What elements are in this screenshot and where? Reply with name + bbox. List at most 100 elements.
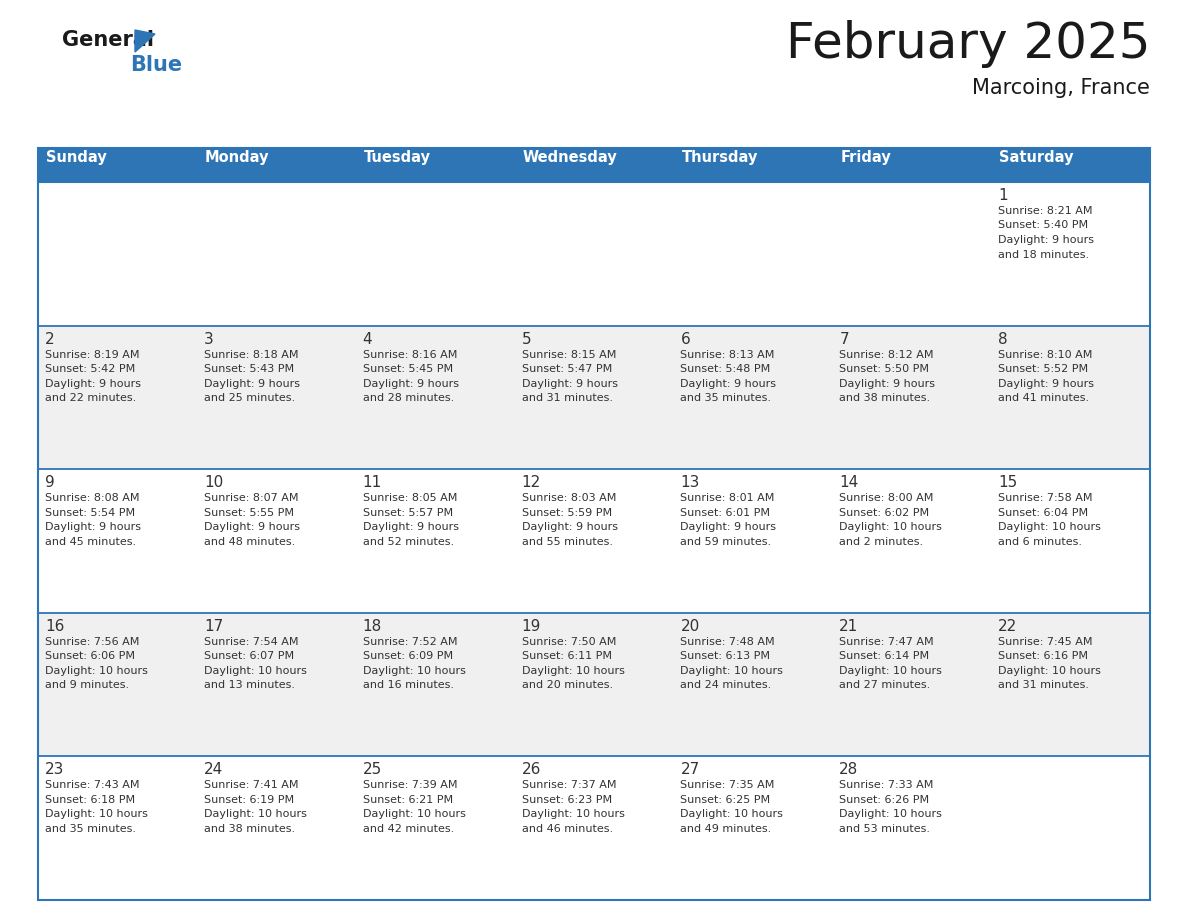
Text: Sunset: 5:54 PM: Sunset: 5:54 PM — [45, 508, 135, 518]
Bar — [38, 469, 1150, 613]
Text: and 24 minutes.: and 24 minutes. — [681, 680, 772, 690]
Text: Saturday: Saturday — [999, 150, 1074, 165]
Bar — [38, 326, 1150, 469]
Text: Daylight: 9 hours: Daylight: 9 hours — [681, 522, 777, 532]
Text: Wednesday: Wednesday — [523, 150, 618, 165]
Text: Daylight: 9 hours: Daylight: 9 hours — [362, 378, 459, 388]
Text: and 55 minutes.: and 55 minutes. — [522, 537, 613, 547]
Text: and 28 minutes.: and 28 minutes. — [362, 393, 454, 403]
Text: Sunset: 5:48 PM: Sunset: 5:48 PM — [681, 364, 771, 375]
Text: 24: 24 — [204, 763, 223, 778]
Text: and 35 minutes.: and 35 minutes. — [45, 823, 135, 834]
Text: 9: 9 — [45, 476, 55, 490]
Text: Friday: Friday — [840, 150, 891, 165]
Polygon shape — [135, 30, 154, 52]
Text: Sunrise: 8:18 AM: Sunrise: 8:18 AM — [204, 350, 298, 360]
Text: 6: 6 — [681, 331, 690, 347]
Text: Daylight: 9 hours: Daylight: 9 hours — [522, 378, 618, 388]
Text: Sunrise: 8:12 AM: Sunrise: 8:12 AM — [839, 350, 934, 360]
Text: Sunset: 5:42 PM: Sunset: 5:42 PM — [45, 364, 135, 375]
Text: Sunrise: 7:41 AM: Sunrise: 7:41 AM — [204, 780, 298, 790]
Text: Monday: Monday — [204, 150, 270, 165]
Text: and 59 minutes.: and 59 minutes. — [681, 537, 771, 547]
Text: and 52 minutes.: and 52 minutes. — [362, 537, 454, 547]
Bar — [38, 182, 1150, 326]
Text: Sunset: 5:45 PM: Sunset: 5:45 PM — [362, 364, 453, 375]
Text: Daylight: 10 hours: Daylight: 10 hours — [362, 810, 466, 820]
Text: Sunset: 6:01 PM: Sunset: 6:01 PM — [681, 508, 771, 518]
Text: Sunset: 6:18 PM: Sunset: 6:18 PM — [45, 795, 135, 805]
Text: Sunrise: 7:48 AM: Sunrise: 7:48 AM — [681, 637, 775, 647]
Text: Sunset: 6:16 PM: Sunset: 6:16 PM — [998, 651, 1088, 661]
Text: Sunset: 6:14 PM: Sunset: 6:14 PM — [839, 651, 929, 661]
Bar — [38, 756, 1150, 900]
Text: Sunrise: 7:45 AM: Sunrise: 7:45 AM — [998, 637, 1093, 647]
Text: Sunrise: 8:10 AM: Sunrise: 8:10 AM — [998, 350, 1093, 360]
Text: Daylight: 10 hours: Daylight: 10 hours — [522, 810, 625, 820]
Text: 14: 14 — [839, 476, 859, 490]
Text: Sunset: 6:23 PM: Sunset: 6:23 PM — [522, 795, 612, 805]
Text: Daylight: 10 hours: Daylight: 10 hours — [998, 666, 1101, 676]
Text: 18: 18 — [362, 619, 383, 633]
Text: Sunset: 6:11 PM: Sunset: 6:11 PM — [522, 651, 612, 661]
Text: General: General — [62, 30, 154, 50]
Text: 3: 3 — [204, 331, 214, 347]
Text: Daylight: 10 hours: Daylight: 10 hours — [839, 522, 942, 532]
Text: Sunset: 6:09 PM: Sunset: 6:09 PM — [362, 651, 453, 661]
Text: 28: 28 — [839, 763, 859, 778]
Text: Sunrise: 8:07 AM: Sunrise: 8:07 AM — [204, 493, 298, 503]
Text: Daylight: 10 hours: Daylight: 10 hours — [839, 666, 942, 676]
Text: and 38 minutes.: and 38 minutes. — [204, 823, 295, 834]
Text: Daylight: 10 hours: Daylight: 10 hours — [45, 666, 147, 676]
Text: 25: 25 — [362, 763, 383, 778]
Text: 23: 23 — [45, 763, 64, 778]
Text: 8: 8 — [998, 331, 1007, 347]
Text: Sunrise: 7:54 AM: Sunrise: 7:54 AM — [204, 637, 298, 647]
Text: 4: 4 — [362, 331, 372, 347]
Text: and 49 minutes.: and 49 minutes. — [681, 823, 772, 834]
Text: Sunset: 6:04 PM: Sunset: 6:04 PM — [998, 508, 1088, 518]
Text: Daylight: 9 hours: Daylight: 9 hours — [839, 378, 935, 388]
Text: and 35 minutes.: and 35 minutes. — [681, 393, 771, 403]
Text: and 38 minutes.: and 38 minutes. — [839, 393, 930, 403]
Text: Sunset: 5:59 PM: Sunset: 5:59 PM — [522, 508, 612, 518]
Text: Daylight: 10 hours: Daylight: 10 hours — [998, 522, 1101, 532]
Text: Daylight: 9 hours: Daylight: 9 hours — [45, 522, 141, 532]
Text: Sunset: 5:52 PM: Sunset: 5:52 PM — [998, 364, 1088, 375]
Text: Sunrise: 7:39 AM: Sunrise: 7:39 AM — [362, 780, 457, 790]
Text: Sunset: 6:25 PM: Sunset: 6:25 PM — [681, 795, 771, 805]
Text: 12: 12 — [522, 476, 541, 490]
Text: Sunset: 6:06 PM: Sunset: 6:06 PM — [45, 651, 135, 661]
Text: Sunrise: 8:01 AM: Sunrise: 8:01 AM — [681, 493, 775, 503]
Text: Sunrise: 8:16 AM: Sunrise: 8:16 AM — [362, 350, 457, 360]
Text: Sunrise: 8:13 AM: Sunrise: 8:13 AM — [681, 350, 775, 360]
Text: 17: 17 — [204, 619, 223, 633]
Text: and 45 minutes.: and 45 minutes. — [45, 537, 137, 547]
Text: and 16 minutes.: and 16 minutes. — [362, 680, 454, 690]
Text: Tuesday: Tuesday — [364, 150, 431, 165]
Text: Daylight: 10 hours: Daylight: 10 hours — [204, 810, 307, 820]
Text: and 42 minutes.: and 42 minutes. — [362, 823, 454, 834]
Text: Sunrise: 8:05 AM: Sunrise: 8:05 AM — [362, 493, 457, 503]
Text: Sunrise: 7:52 AM: Sunrise: 7:52 AM — [362, 637, 457, 647]
Text: Sunset: 5:40 PM: Sunset: 5:40 PM — [998, 220, 1088, 230]
Text: and 31 minutes.: and 31 minutes. — [522, 393, 613, 403]
Text: Sunrise: 8:21 AM: Sunrise: 8:21 AM — [998, 206, 1093, 216]
Text: Thursday: Thursday — [682, 150, 758, 165]
Text: 11: 11 — [362, 476, 383, 490]
Text: and 48 minutes.: and 48 minutes. — [204, 537, 295, 547]
Text: 7: 7 — [839, 331, 849, 347]
Text: Marcoing, France: Marcoing, France — [972, 78, 1150, 98]
Text: 15: 15 — [998, 476, 1017, 490]
Text: Sunrise: 7:35 AM: Sunrise: 7:35 AM — [681, 780, 775, 790]
Text: Sunset: 5:55 PM: Sunset: 5:55 PM — [204, 508, 293, 518]
Text: and 27 minutes.: and 27 minutes. — [839, 680, 930, 690]
Text: and 46 minutes.: and 46 minutes. — [522, 823, 613, 834]
Text: Sunrise: 7:37 AM: Sunrise: 7:37 AM — [522, 780, 617, 790]
Text: and 53 minutes.: and 53 minutes. — [839, 823, 930, 834]
Text: 19: 19 — [522, 619, 541, 633]
Text: Sunday: Sunday — [46, 150, 107, 165]
Text: Sunrise: 7:43 AM: Sunrise: 7:43 AM — [45, 780, 139, 790]
Text: Daylight: 10 hours: Daylight: 10 hours — [522, 666, 625, 676]
Text: 27: 27 — [681, 763, 700, 778]
